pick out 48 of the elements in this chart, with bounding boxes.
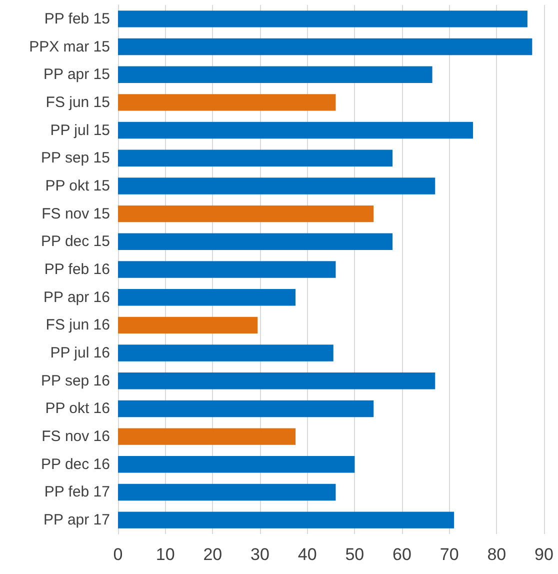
x-tick-label: 70 — [440, 545, 459, 564]
x-tick-label: 50 — [345, 545, 364, 564]
x-tick-label: 0 — [113, 545, 123, 564]
x-tick-label: 60 — [392, 545, 412, 564]
x-tick-label: 40 — [298, 545, 317, 564]
y-tick-label: FS nov 16 — [42, 428, 110, 446]
y-tick-label: PP jul 16 — [50, 344, 110, 362]
x-tick-label: 90 — [534, 545, 554, 564]
bar — [118, 456, 355, 473]
bar — [118, 400, 374, 418]
y-tick-label: PP feb 16 — [44, 261, 110, 278]
bar — [118, 428, 296, 445]
bar — [118, 288, 296, 306]
y-tick-label: PP dec 16 — [41, 456, 110, 473]
y-tick-label: PP apr 16 — [44, 288, 110, 306]
bar — [118, 316, 258, 334]
bar — [118, 261, 336, 278]
bar — [118, 66, 432, 83]
bar — [118, 150, 393, 166]
bar — [118, 512, 454, 528]
bar — [118, 94, 336, 111]
bar — [118, 122, 473, 139]
bar — [118, 205, 374, 222]
y-tick-label: PP sep 15 — [41, 150, 110, 167]
y-tick-label: PP apr 17 — [44, 512, 110, 529]
x-tick-label: 30 — [250, 545, 270, 564]
bar — [118, 344, 334, 362]
y-tick-label: PP okt 15 — [45, 177, 110, 194]
x-tick-label: 20 — [203, 545, 222, 564]
x-tick-label: 10 — [156, 545, 175, 564]
y-tick-label: FS jun 15 — [46, 94, 110, 111]
bar — [118, 38, 532, 56]
bar — [118, 10, 528, 28]
y-tick-label: PP apr 15 — [44, 66, 110, 84]
bar — [118, 484, 336, 501]
bar — [118, 372, 436, 390]
bar — [118, 178, 436, 194]
bar — [118, 233, 393, 250]
y-tick-label: PP okt 16 — [45, 400, 110, 418]
y-tick-label: PPX mar 15 — [29, 38, 110, 56]
y-tick-label: FS nov 15 — [42, 205, 110, 222]
y-tick-label: PP feb 17 — [44, 484, 110, 501]
y-tick-label: PP dec 15 — [41, 233, 110, 250]
y-tick-label: PP jul 15 — [50, 122, 110, 139]
y-tick-label: FS jun 16 — [46, 316, 110, 334]
x-tick-label: 80 — [487, 545, 506, 564]
y-tick-label: PP feb 15 — [44, 10, 110, 28]
y-tick-label: PP sep 16 — [41, 372, 110, 390]
